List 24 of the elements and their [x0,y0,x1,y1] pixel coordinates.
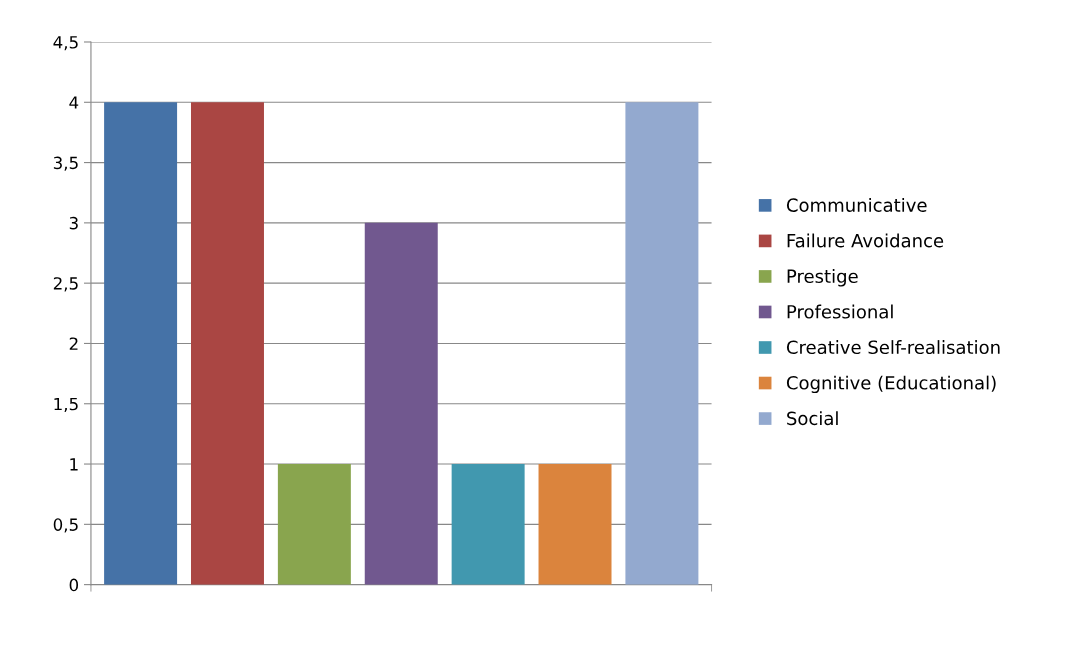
bar [625,102,699,585]
y-tick-label: 4,5 [53,36,78,51]
legend-label: Failure Avoidance [787,233,944,248]
y-tick-label: 0 [69,578,79,592]
bar [451,464,525,585]
y-tick-label: 4 [69,96,79,109]
y-tick-label: 1 [70,458,78,471]
y-tick-label: 1,5 [54,397,78,413]
bar [277,464,351,585]
bar [104,102,178,585]
legend-label: Professional [787,304,893,319]
y-tick-label: 0,5 [53,518,78,533]
legend-label: Cognitive (Educational) [786,375,996,394]
y-tick-label: 2 [69,337,78,350]
y-tick-label: 3 [69,216,78,230]
legend-label: Communicative [786,197,927,212]
y-tick-label: 2,5 [53,277,78,292]
bar [364,222,438,585]
legend-label: Prestige [787,269,858,287]
legend-label: Social [787,411,838,426]
bar [190,102,264,585]
bar [538,464,612,585]
legend-label: Creative Self-realisation [786,340,1000,355]
y-tick-label: 3,5 [53,156,78,171]
